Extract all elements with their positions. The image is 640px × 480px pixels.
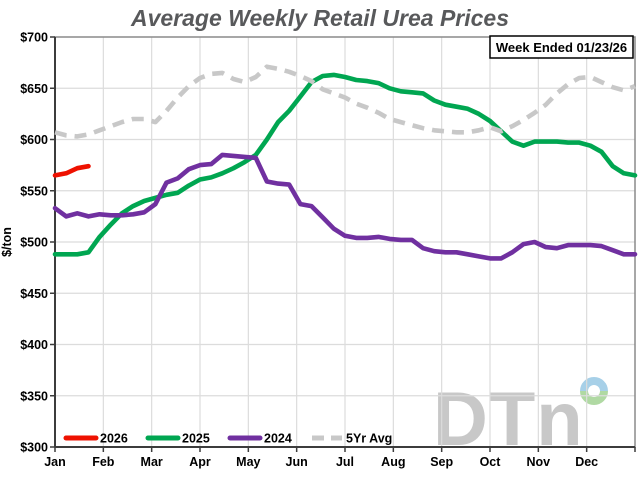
y-tick-label: $400 <box>20 338 48 352</box>
legend-item-2024: 2024 <box>227 432 292 446</box>
dtn-ring-bottom <box>580 390 608 405</box>
y-tick-label: $450 <box>20 287 48 301</box>
legend: 2026 2025 2024 5Yr Avg <box>63 432 392 446</box>
x-tick-label: Jan <box>44 455 66 469</box>
x-tick-label: Mar <box>141 455 163 469</box>
legend-label: 2025 <box>182 432 210 446</box>
dtn-ring-top <box>580 377 608 392</box>
series-lines <box>52 64 638 261</box>
y-tick-label: $650 <box>20 82 48 96</box>
legend-label: 5Yr Avg <box>346 432 392 446</box>
legend-item-5yr-avg: 5Yr Avg <box>312 432 392 446</box>
week-ended-badge-text: Week Ended 01/23/26 <box>496 40 627 55</box>
axis-labels: $300 $350 $400 $450 $500 $550 $600 $650 $700 Jan F… <box>20 31 598 470</box>
plot-border <box>50 36 636 452</box>
legend-label: 2024 <box>264 432 292 446</box>
week-ended-badge: Week Ended 01/23/26 <box>489 35 634 59</box>
series-line-5yr-avg <box>54 64 636 139</box>
x-tick-label: Oct <box>480 455 502 469</box>
x-tick-label: Sep <box>430 455 453 469</box>
legend-item-2026: 2026 <box>63 432 128 446</box>
x-tick-label: Feb <box>92 455 115 469</box>
x-tick-label: Jul <box>336 455 354 469</box>
y-tick-label: $700 <box>20 31 48 45</box>
y-tick-label: $500 <box>20 236 48 250</box>
x-tick-label: Aug <box>381 455 405 469</box>
dtn-watermark-text: DTn <box>433 377 584 462</box>
x-tick-label: Nov <box>527 455 551 469</box>
x-tick-label: Jun <box>286 455 308 469</box>
legend-label: 2026 <box>100 432 128 446</box>
x-tick-label: Apr <box>189 455 211 469</box>
y-axis-unit-label: $/ton <box>0 227 14 257</box>
legend-item-2025: 2025 <box>145 432 210 446</box>
chart-title: Average Weekly Retail Urea Prices <box>130 5 509 31</box>
dtn-watermark: DTn <box>433 377 608 462</box>
gridlines <box>55 37 635 447</box>
series-line-2025 <box>52 72 638 257</box>
y-tick-label: $350 <box>20 389 48 403</box>
x-tick-label: Dec <box>575 455 598 469</box>
y-tick-label: $600 <box>20 133 48 147</box>
x-tick-label: May <box>236 455 260 469</box>
y-tick-label: $550 <box>20 184 48 198</box>
series-line-2024 <box>52 152 638 261</box>
y-tick-label: $300 <box>20 441 48 455</box>
week-ended-badge-box <box>489 35 634 59</box>
series-line-2026 <box>52 163 91 178</box>
